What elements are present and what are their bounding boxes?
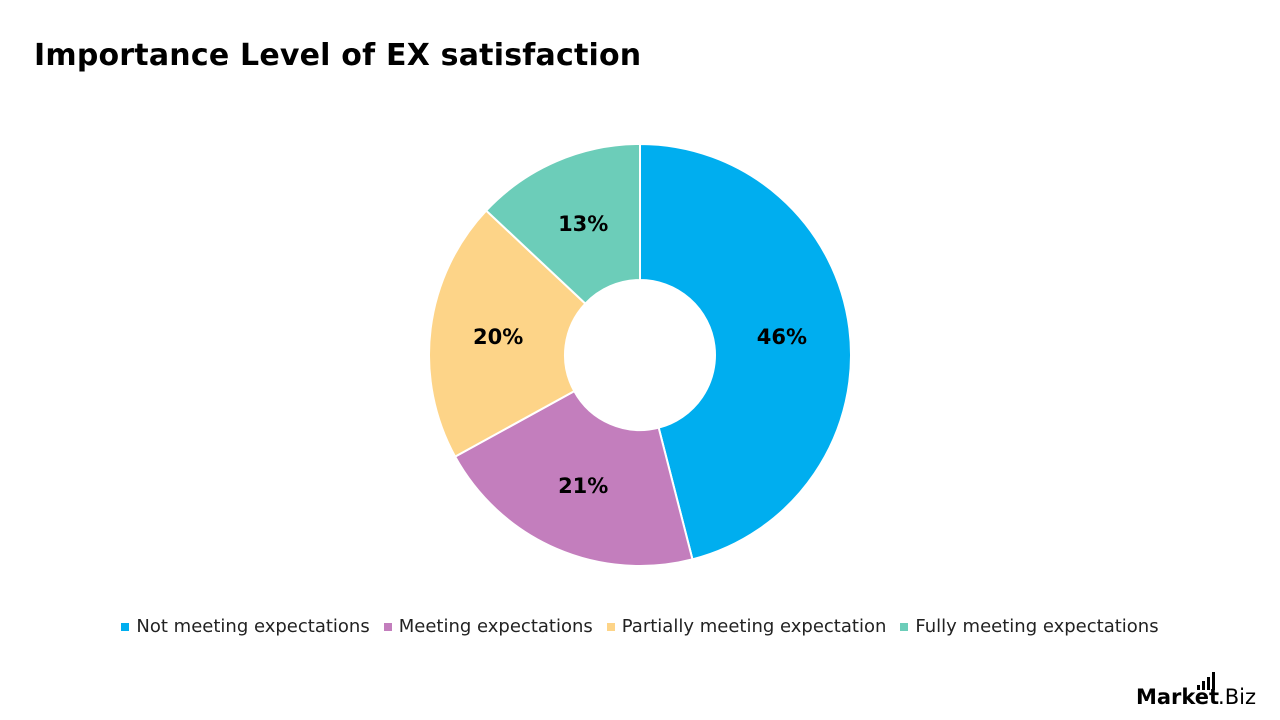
data-label-fully-meeting: 13%	[558, 212, 608, 236]
legend-item-meeting: Meeting expectations	[383, 616, 593, 637]
brand-logo: Market .Biz	[1136, 672, 1256, 709]
legend-swatch	[900, 622, 909, 631]
legend-swatch	[383, 622, 392, 631]
legend-label: Fully meeting expectations	[915, 616, 1159, 637]
brand-suffix: .Biz	[1218, 685, 1256, 709]
bar-chart-icon	[1197, 672, 1217, 690]
slice-meeting	[453, 389, 694, 567]
legend-swatch	[121, 622, 130, 631]
legend-item-fully-meeting: Fully meeting expectations	[900, 616, 1159, 637]
chart-legend: Not meeting expectations Meeting expecta…	[0, 616, 1280, 637]
chart-title: Importance Level of EX satisfaction	[34, 38, 642, 73]
legend-label: Meeting expectations	[398, 616, 593, 637]
brand-name: Market	[1135, 685, 1220, 709]
data-label-meeting: 21%	[558, 474, 608, 498]
slice-partially-meeting	[428, 209, 587, 459]
data-label-partially-meeting: 20%	[473, 325, 523, 349]
data-label-not-meeting: 46%	[757, 325, 807, 349]
slice-not-meeting	[639, 142, 852, 561]
legend-swatch	[606, 622, 615, 631]
legend-label: Not meeting expectations	[136, 616, 370, 637]
slice-fully-meeting	[484, 142, 641, 306]
legend-item-partially-meeting: Partially meeting expectation	[606, 616, 887, 637]
legend-label: Partially meeting expectation	[621, 616, 887, 637]
legend-item-not-meeting: Not meeting expectations	[121, 616, 370, 637]
